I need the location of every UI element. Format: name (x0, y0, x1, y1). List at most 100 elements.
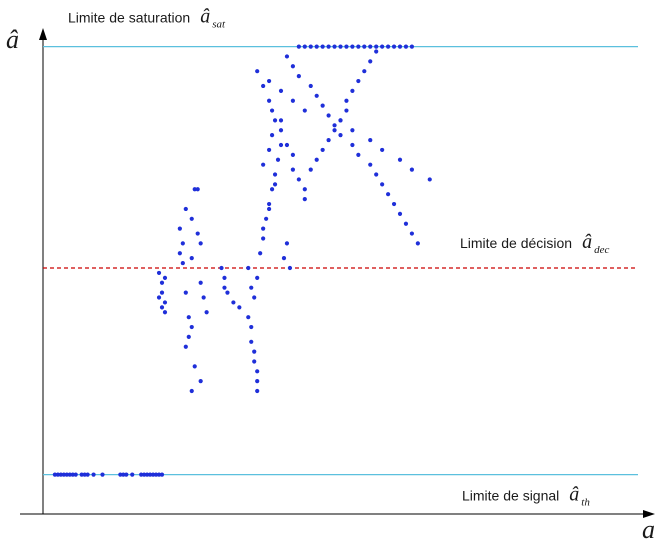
data-point (189, 324, 194, 330)
threshold-label-saturation: Limite de saturation (68, 10, 190, 26)
data-point (162, 275, 168, 280)
data-point (156, 270, 162, 276)
data-point (380, 182, 385, 187)
y-axis-symbol: â (6, 25, 19, 54)
data-point (344, 108, 349, 113)
threshold-label-decision: Limite de décision (460, 235, 572, 251)
data-point (290, 167, 295, 172)
data-point (246, 265, 251, 271)
data-point (145, 472, 150, 477)
data-point (296, 74, 301, 79)
data-point (403, 221, 409, 226)
data-point (255, 275, 260, 280)
data-point (267, 78, 272, 84)
data-point (177, 226, 182, 231)
data-point (70, 472, 75, 477)
data-point (409, 44, 414, 49)
data-point (159, 305, 165, 310)
data-point (79, 472, 84, 477)
data-point (150, 472, 156, 477)
data-point (415, 241, 420, 246)
data-point (290, 64, 295, 69)
data-point (344, 44, 349, 49)
data-point (368, 137, 373, 143)
data-point (246, 315, 251, 320)
data-point (85, 472, 90, 477)
data-point (64, 472, 69, 477)
data-point (180, 241, 185, 246)
data-point (198, 379, 203, 384)
data-point (237, 305, 242, 310)
data-point (332, 44, 337, 49)
data-point (278, 128, 284, 133)
data-point (249, 324, 254, 330)
data-point (142, 472, 147, 477)
data-point (356, 152, 361, 157)
data-point (308, 167, 313, 172)
data-point (380, 147, 385, 153)
data-point (162, 300, 168, 305)
data-point (350, 142, 355, 148)
threshold-subscript-decision: dec (594, 244, 609, 256)
data-point (302, 187, 307, 192)
data-point (368, 44, 373, 49)
data-point (198, 241, 203, 246)
data-point (255, 69, 260, 74)
data-point (255, 369, 260, 374)
data-point (159, 280, 165, 285)
data-point (189, 256, 194, 261)
data-point (284, 142, 290, 148)
x-axis-arrow-icon (643, 510, 655, 518)
data-point (61, 472, 66, 477)
threshold-symbol-decision: â (582, 231, 592, 253)
data-point (67, 472, 72, 477)
threshold-label-signal: Limite de signal (462, 488, 559, 504)
x-axis-symbol: a (642, 515, 655, 541)
data-point (308, 44, 313, 49)
data-point (278, 118, 284, 123)
data-point (189, 216, 194, 221)
data-point (100, 472, 105, 477)
data-point (326, 44, 331, 49)
data-point (130, 472, 135, 477)
data-point (186, 315, 191, 320)
data-point (180, 260, 185, 266)
data-point (356, 44, 361, 49)
data-point (222, 285, 227, 290)
data-point (284, 241, 290, 246)
data-point (91, 472, 96, 477)
data-point (326, 137, 331, 143)
data-point (156, 472, 162, 477)
data-point (186, 334, 191, 339)
data-point (177, 251, 182, 256)
data-point (338, 133, 343, 138)
data-point (252, 359, 257, 364)
data-point (314, 44, 319, 49)
data-point (255, 379, 260, 384)
data-point (302, 44, 307, 49)
data-point (118, 472, 123, 477)
data-point (183, 290, 188, 295)
data-point (397, 157, 403, 162)
data-point (320, 103, 325, 108)
data-point (302, 108, 307, 113)
data-point (386, 192, 391, 197)
data-points (52, 44, 432, 477)
data-point (272, 118, 278, 123)
data-point (269, 133, 275, 138)
data-point (121, 472, 126, 477)
data-point (397, 211, 403, 216)
data-point (183, 206, 188, 212)
data-point (249, 339, 254, 344)
data-point (320, 44, 325, 49)
data-point (267, 206, 272, 212)
data-point (332, 128, 337, 133)
data-point (374, 44, 379, 49)
data-point (198, 280, 203, 285)
data-point (255, 388, 260, 394)
data-point (350, 88, 355, 93)
data-point (409, 231, 414, 236)
data-point (264, 216, 269, 221)
